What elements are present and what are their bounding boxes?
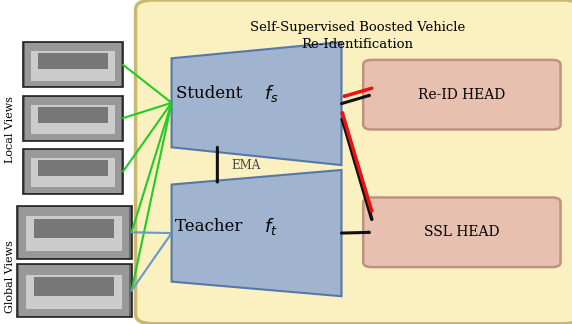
Bar [38,160,108,176]
Bar [31,51,115,81]
Bar [26,216,122,251]
Text: Global Views: Global Views [5,240,15,313]
FancyBboxPatch shape [23,42,123,87]
Bar [25,97,121,140]
Text: Self-Supervised Boosted Vehicle
Re-Identification: Self-Supervised Boosted Vehicle Re-Ident… [250,21,465,51]
Polygon shape [172,170,341,296]
Text: Teacher: Teacher [176,218,248,235]
FancyBboxPatch shape [363,60,561,130]
FancyBboxPatch shape [17,205,132,259]
Text: SSL HEAD: SSL HEAD [424,225,499,239]
Polygon shape [172,42,341,165]
Text: $f_s$: $f_s$ [264,83,278,104]
Bar [26,274,122,309]
Bar [38,107,108,123]
Bar [34,219,114,237]
FancyBboxPatch shape [363,198,561,267]
Bar [38,53,108,69]
FancyBboxPatch shape [23,149,123,194]
Bar [31,158,115,188]
Bar [25,150,121,193]
Text: Student: Student [176,85,248,102]
Text: EMA: EMA [232,159,261,172]
Bar [34,277,114,296]
FancyBboxPatch shape [136,0,572,324]
FancyBboxPatch shape [17,264,132,317]
Text: $f_t$: $f_t$ [264,216,277,237]
Bar [31,105,115,134]
Bar [19,207,129,258]
Bar [25,43,121,86]
Bar [19,265,129,316]
Text: Re-ID HEAD: Re-ID HEAD [418,88,506,102]
Text: Local Views: Local Views [5,96,15,163]
FancyBboxPatch shape [23,96,123,141]
